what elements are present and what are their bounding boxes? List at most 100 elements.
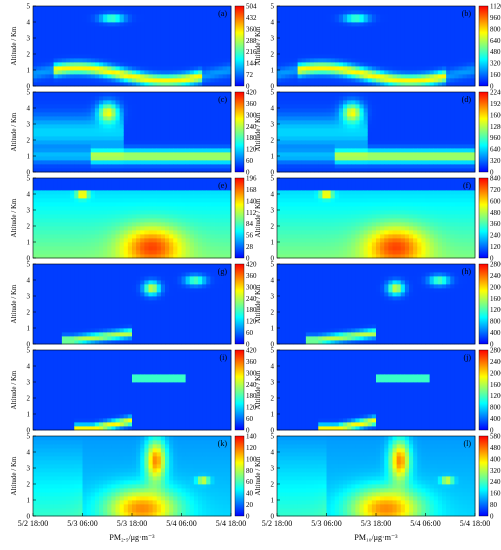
heatmap-cell bbox=[305, 38, 311, 43]
heatmap-cell bbox=[119, 34, 125, 39]
heatmap-cell bbox=[160, 210, 166, 215]
heatmap-cell bbox=[148, 128, 154, 133]
heatmap-cell bbox=[462, 108, 468, 113]
heatmap-cell bbox=[99, 70, 104, 75]
heatmap-cell bbox=[86, 242, 92, 247]
heatmap-cell bbox=[206, 82, 211, 87]
heatmap-cell bbox=[425, 50, 431, 55]
heatmap-cell bbox=[359, 160, 365, 165]
heatmap-cell bbox=[222, 144, 228, 149]
y-tick-label: 5 bbox=[271, 3, 275, 11]
heatmap-cell bbox=[222, 132, 228, 137]
heatmap-cell bbox=[392, 6, 398, 11]
heatmap-cell bbox=[214, 230, 220, 235]
heatmap-cell bbox=[78, 136, 83, 141]
heatmap-cell bbox=[359, 168, 365, 173]
heatmap-cell bbox=[181, 128, 187, 133]
heatmap-cell bbox=[86, 96, 92, 101]
heatmap-cell bbox=[165, 10, 170, 15]
heatmap-cell bbox=[111, 66, 116, 71]
heatmap-cell bbox=[297, 140, 303, 145]
y-tick-label: 3 bbox=[271, 35, 275, 43]
heatmap-cell bbox=[57, 78, 63, 83]
heatmap-cell bbox=[371, 66, 377, 71]
heatmap-cell bbox=[310, 22, 315, 27]
heatmap-cell bbox=[214, 100, 220, 105]
heatmap-cell bbox=[160, 66, 166, 71]
heatmap-cell bbox=[218, 26, 224, 31]
heatmap-cell bbox=[33, 74, 38, 79]
heatmap-cell bbox=[466, 124, 472, 129]
heatmap-cell bbox=[61, 100, 67, 105]
heatmap-cell bbox=[384, 58, 389, 63]
heatmap-cell bbox=[297, 46, 303, 51]
heatmap-cell bbox=[202, 14, 207, 19]
heatmap-cell bbox=[470, 22, 476, 27]
heatmap-cell bbox=[326, 148, 332, 153]
heatmap-cell bbox=[169, 42, 174, 47]
heatmap-cell bbox=[446, 46, 451, 51]
heatmap-cell bbox=[173, 58, 178, 63]
heatmap-cell bbox=[322, 152, 327, 157]
heatmap-cell bbox=[169, 74, 174, 79]
heatmap-cell bbox=[123, 30, 129, 35]
heatmap-cell bbox=[119, 152, 125, 157]
heatmap-cell bbox=[376, 6, 381, 11]
heatmap-cell bbox=[160, 160, 166, 165]
heatmap-cell bbox=[49, 222, 55, 227]
heatmap-cell bbox=[347, 50, 352, 55]
heatmap-cell bbox=[86, 238, 92, 243]
heatmap-cell bbox=[347, 66, 352, 71]
heatmap-cell bbox=[210, 38, 215, 43]
heatmap-cell bbox=[115, 226, 121, 231]
heatmap-cell bbox=[314, 6, 319, 11]
heatmap-cell bbox=[61, 132, 67, 137]
heatmap-cell bbox=[152, 160, 158, 165]
heatmap-cell bbox=[165, 202, 170, 207]
heatmap-cell bbox=[90, 70, 96, 75]
heatmap-cell bbox=[115, 210, 121, 215]
heatmap-cell bbox=[33, 82, 38, 87]
heatmap-cell bbox=[115, 132, 121, 137]
heatmap-cell bbox=[421, 70, 426, 75]
heatmap-cell bbox=[421, 6, 426, 11]
heatmap-cell bbox=[371, 96, 377, 101]
colorbar-tick-label: 1920 bbox=[490, 100, 501, 108]
heatmap-cell bbox=[90, 100, 96, 105]
heatmap-cell bbox=[160, 70, 166, 75]
heatmap-cell bbox=[388, 112, 393, 117]
heatmap-cell bbox=[301, 34, 307, 39]
heatmap-cell bbox=[446, 96, 451, 101]
heatmap-cell bbox=[74, 54, 79, 59]
heatmap-cell bbox=[152, 34, 158, 39]
heatmap-cell bbox=[37, 22, 42, 27]
heatmap-cell bbox=[210, 82, 215, 87]
heatmap-cell bbox=[82, 202, 88, 207]
heatmap-cell bbox=[442, 136, 447, 141]
heatmap-cell bbox=[222, 234, 228, 239]
heatmap-cell bbox=[61, 58, 67, 63]
heatmap-cell bbox=[33, 58, 38, 63]
heatmap-cell bbox=[363, 78, 369, 83]
heatmap-cell bbox=[429, 96, 435, 101]
heatmap-cell bbox=[343, 66, 348, 71]
heatmap-cell bbox=[74, 226, 79, 231]
heatmap-cell bbox=[277, 34, 282, 39]
heatmap-cell bbox=[367, 148, 373, 153]
heatmap-cell bbox=[66, 152, 71, 157]
heatmap-cell bbox=[94, 34, 100, 39]
heatmap-cell bbox=[78, 100, 83, 105]
heatmap-cell bbox=[281, 254, 286, 259]
heatmap-cell bbox=[289, 58, 294, 63]
heatmap-cell bbox=[74, 254, 79, 259]
heatmap-cell bbox=[90, 210, 96, 215]
heatmap-cell bbox=[442, 10, 447, 15]
heatmap-cell bbox=[144, 70, 149, 75]
heatmap-cell bbox=[49, 202, 55, 207]
heatmap-cell bbox=[37, 198, 42, 203]
heatmap-cell bbox=[429, 168, 435, 173]
heatmap-cell bbox=[330, 132, 336, 137]
heatmap-cell bbox=[351, 34, 356, 39]
heatmap-cell bbox=[61, 38, 67, 43]
heatmap-cell bbox=[160, 74, 166, 79]
